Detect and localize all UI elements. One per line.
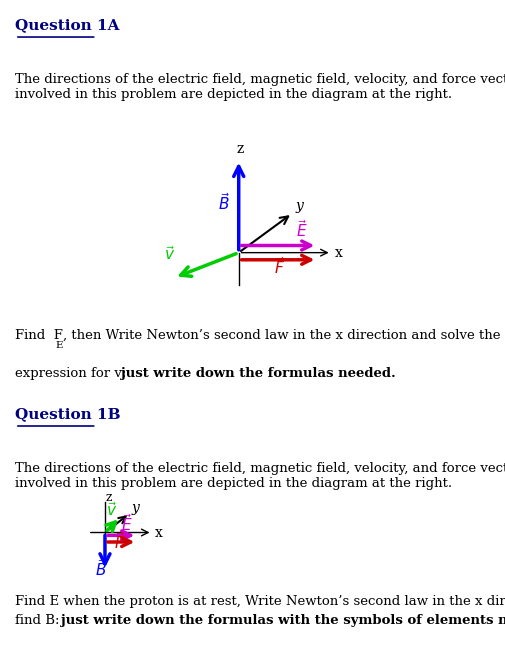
Text: E: E	[56, 341, 63, 350]
Text: x: x	[334, 245, 342, 260]
Text: $\vec{B}$: $\vec{B}$	[218, 192, 230, 213]
Text: Find E when the proton is at rest, Write Newton’s second law in the x direction : Find E when the proton is at rest, Write…	[15, 595, 505, 608]
Text: z: z	[236, 142, 243, 156]
Text: Question 1A: Question 1A	[15, 18, 119, 32]
Text: just write down the formulas needed.: just write down the formulas needed.	[121, 367, 395, 380]
Text: y: y	[295, 199, 303, 213]
Text: expression for v:: expression for v:	[15, 367, 135, 380]
Text: find B:: find B:	[15, 614, 64, 627]
Text: The directions of the electric field, magnetic field, velocity, and force vector: The directions of the electric field, ma…	[15, 73, 505, 101]
Text: Find  F: Find F	[15, 329, 63, 342]
Text: just write down the formulas with the symbols of elements needed.: just write down the formulas with the sy…	[61, 614, 505, 627]
Text: Question 1B: Question 1B	[15, 407, 120, 421]
Text: $\vec{F}$: $\vec{F}$	[274, 256, 285, 277]
Text: $\vec{E}$: $\vec{E}$	[295, 218, 307, 240]
Text: $\vec{v}$: $\vec{v}$	[164, 245, 175, 263]
Text: , then Write Newton’s second law in the x direction and solve the: , then Write Newton’s second law in the …	[63, 329, 499, 342]
Text: The directions of the electric field, magnetic field, velocity, and force vector: The directions of the electric field, ma…	[15, 462, 505, 490]
